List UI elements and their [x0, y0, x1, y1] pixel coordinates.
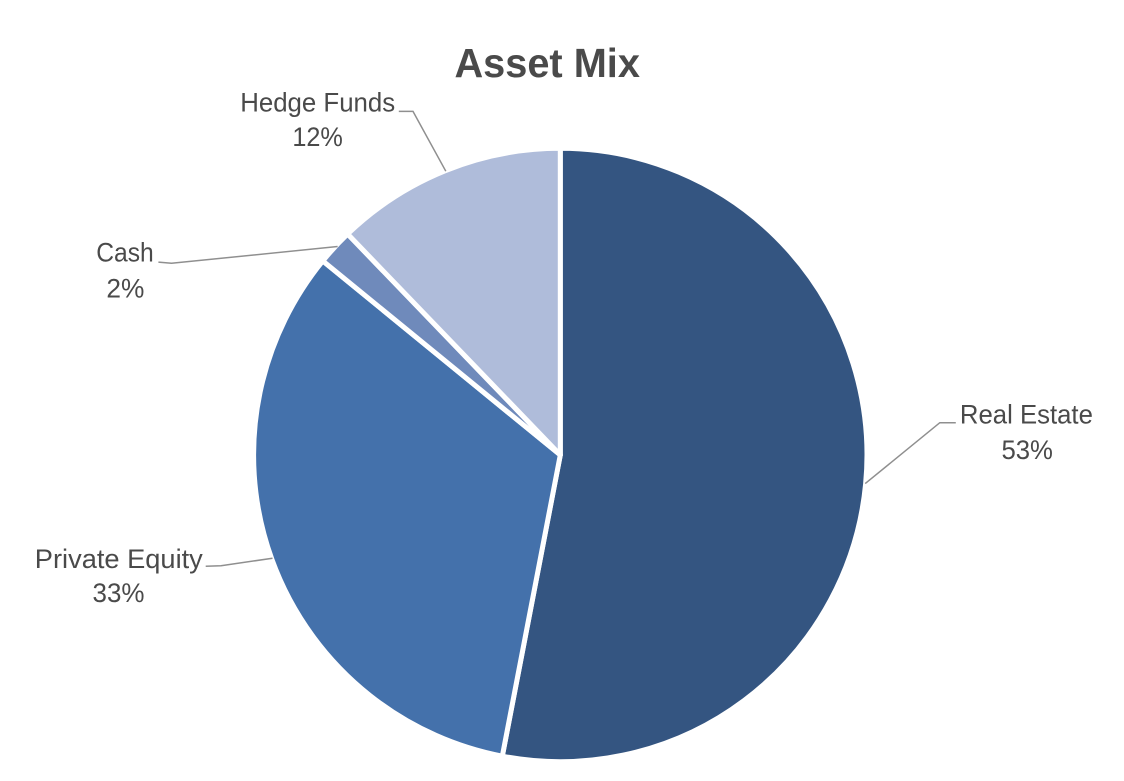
svg-text:33%: 33%	[93, 578, 145, 608]
svg-text:Private Equity: Private Equity	[35, 544, 204, 574]
svg-text:Real Estate: Real Estate	[960, 400, 1093, 430]
svg-text:53%: 53%	[1001, 435, 1053, 465]
svg-text:12%: 12%	[292, 122, 343, 152]
svg-text:Hedge Funds: Hedge Funds	[240, 87, 395, 117]
svg-text:2%: 2%	[106, 273, 144, 303]
svg-text:Cash: Cash	[96, 238, 154, 268]
svg-text:Asset Mix: Asset Mix	[454, 40, 640, 86]
